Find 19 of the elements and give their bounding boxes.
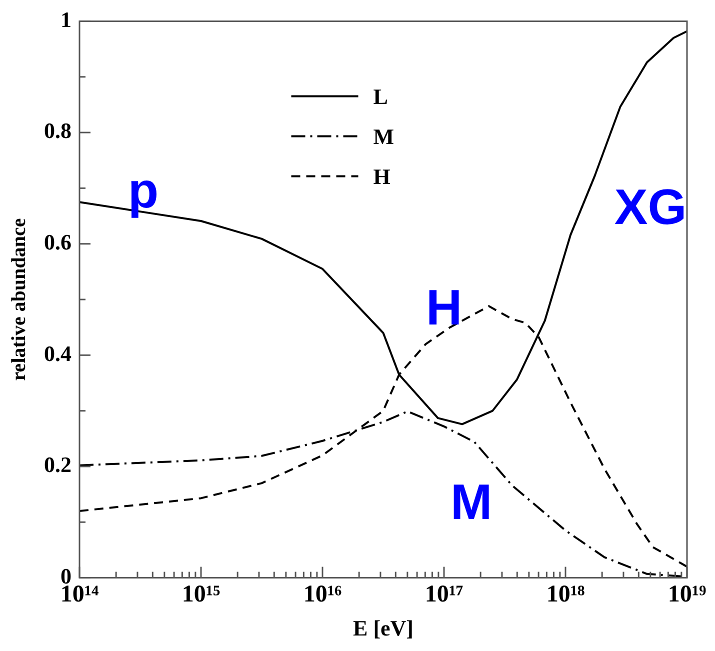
- y-tick-label: 0.2: [44, 452, 72, 478]
- x-tick-label: 10¹⁷: [424, 581, 464, 608]
- x-tick-label: 10¹⁶: [303, 581, 342, 608]
- annotation: M: [450, 474, 492, 530]
- legend-label: H: [373, 164, 390, 189]
- annotation: p: [128, 162, 159, 219]
- x-tick-label: 10¹⁵: [182, 581, 220, 608]
- y-axis-title: relative abundance: [8, 218, 30, 381]
- annotation: XG: [614, 179, 687, 236]
- legend-label: M: [373, 124, 394, 149]
- x-axis-title: E [eV]: [353, 615, 414, 640]
- x-tick-label: 10¹⁸: [546, 581, 585, 608]
- y-tick-label: 0.8: [44, 118, 72, 144]
- legend-label: L: [373, 84, 388, 109]
- y-tick-label: 0.6: [44, 230, 72, 255]
- y-tick-label: 1: [60, 6, 72, 32]
- x-tick-label: 10¹⁹: [668, 581, 706, 608]
- y-tick-label: 0.4: [44, 340, 72, 366]
- annotation: H: [426, 279, 462, 336]
